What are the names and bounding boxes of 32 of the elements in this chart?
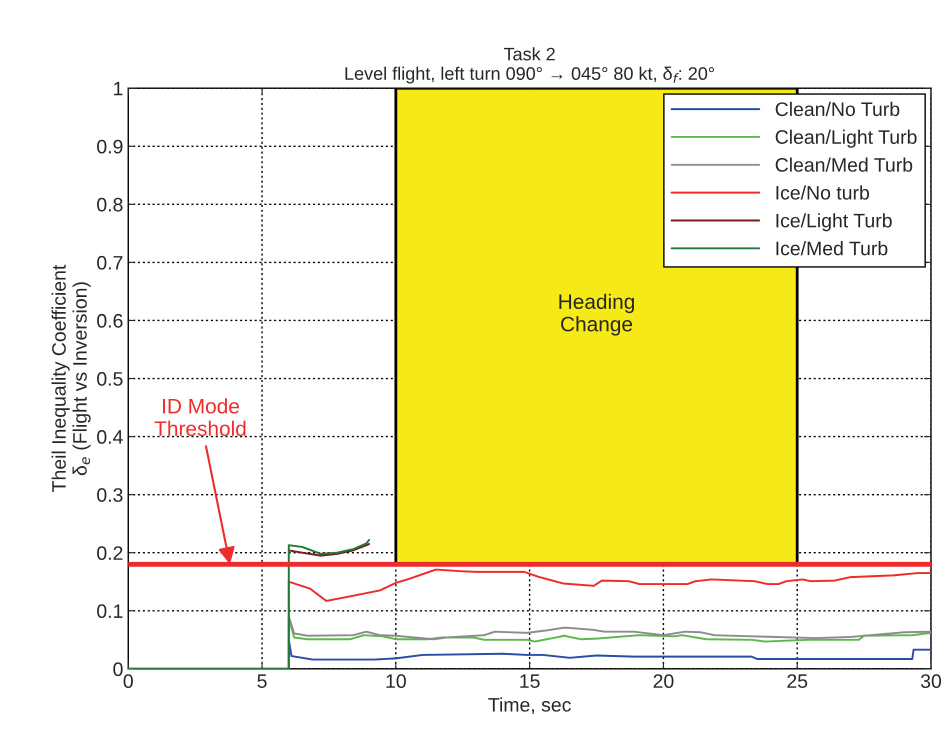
y-tick-label: 0.2 [97, 546, 122, 560]
x-tick-label: 30 [920, 674, 942, 688]
x-tick-label: 20 [654, 674, 674, 688]
legend-label: Clean/Med Turb [776, 158, 912, 172]
y-tick-label: 0.6 [97, 314, 123, 328]
x-tick-label: 10 [386, 674, 406, 688]
chart-subtitle: Level flight, left turn 090° → 045° 80 kt, δ$_{f}$: 20° [345, 66, 714, 84]
x-tick-label: 25 [787, 674, 808, 688]
y-tick-label: 0.9 [97, 140, 122, 154]
x-tick-label: 15 [520, 674, 540, 688]
legend-label: Clean/No Turb [776, 102, 900, 116]
line-series [288, 543, 370, 557]
y-tick-label: 0.8 [97, 198, 123, 212]
y-tick-label: 0.7 [97, 256, 122, 270]
y-tick-label: 0 [113, 662, 123, 676]
legend-label: Clean/Light Turb [776, 130, 917, 148]
annotation: ID Mode Threshold [154, 398, 246, 436]
y-tick-label: 0.5 [97, 372, 123, 386]
line-series [128, 538, 370, 669]
x-axis-title: Time, sec [488, 697, 571, 714]
band-label: Heading Change [559, 294, 634, 336]
y-axis-title: Theil Inequality Coefficient δ$_{e}$ (Flight vs Inversion) [52, 264, 91, 492]
y-tick-label: 0.4 [97, 430, 123, 444]
y-tick-label: 0.1 [97, 604, 122, 618]
chart-title: Task 2 [504, 47, 555, 60]
legend-label: Ice/Med Turb [776, 241, 888, 256]
legend-label: Ice/Light Turb [776, 213, 892, 232]
legend-label: Ice/No turb [776, 185, 870, 200]
x-tick-label: 5 [257, 674, 267, 688]
y-tick-label: 0.3 [97, 488, 123, 502]
y-tick-label: 1 [114, 82, 122, 96]
x-tick-label: 0 [124, 674, 133, 688]
